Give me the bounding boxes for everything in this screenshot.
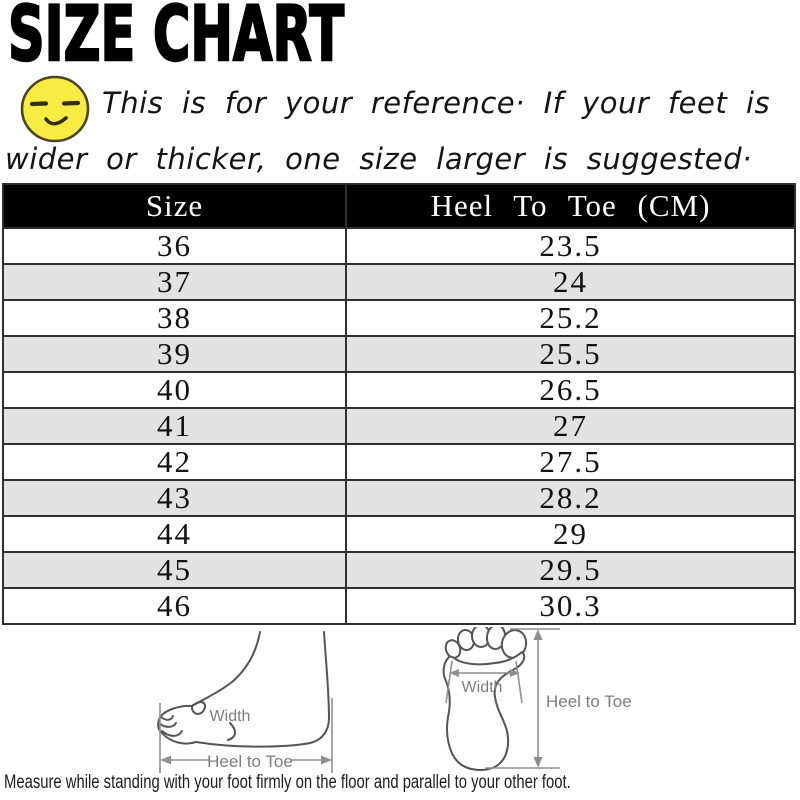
- smiley-left-eye: [29, 101, 49, 107]
- table-cell: 27.5: [345, 443, 796, 481]
- top-heel-to-toe-label: Heel to Toe: [546, 692, 632, 711]
- table-row: 39 25.5: [2, 335, 796, 373]
- table-cell: 37: [2, 263, 347, 301]
- footprint-outline: [442, 650, 526, 771]
- smiley-face-icon: [20, 75, 90, 143]
- table-cell: 46: [2, 587, 347, 625]
- table-cell: 29: [345, 515, 796, 553]
- table-cell: 36: [2, 227, 347, 265]
- side-width-label: Width: [210, 708, 251, 725]
- table-cell: 30.3: [345, 587, 796, 625]
- table-cell: 42: [2, 443, 347, 481]
- foot-toe-curl-1: [160, 715, 174, 721]
- table-row: 43 28.2: [2, 479, 796, 517]
- table-cell: 27: [345, 407, 796, 445]
- table-cell: 44: [2, 515, 347, 553]
- table-cell: 39: [2, 335, 347, 373]
- foot-toe-knuckle-loop: [190, 701, 206, 715]
- table-cell: 24: [345, 263, 796, 301]
- table-cell: 41: [2, 407, 347, 445]
- size-table-body: 36 23.5 37 24 38 25.2 39 25.5 40 26.5 41 27 42 27.5 43…: [2, 227, 796, 625]
- side-heel-to-toe-label: Heel to Toe: [207, 752, 293, 771]
- size-column-header: Size: [2, 183, 347, 229]
- table-row: 36 23.5: [2, 227, 796, 265]
- table-row: 41 27: [2, 407, 796, 445]
- table-row: 40 26.5: [2, 371, 796, 409]
- table-row: 38 25.2: [2, 299, 796, 337]
- table-row: 45 29.5: [2, 551, 796, 589]
- foot-sole: [161, 631, 330, 748]
- table-cell: 28.2: [345, 479, 796, 517]
- table-cell: 45: [2, 551, 347, 589]
- foot-side-outline: [191, 631, 261, 707]
- table-row: 37 24: [2, 263, 796, 301]
- size-table: Size Heel To Toe (CM) 36 23.5 37 24 38 25.2 39…: [2, 183, 796, 625]
- table-cell: 43: [2, 479, 347, 517]
- smiley-mouth: [44, 116, 68, 126]
- foot-side-view-diagram: Width Heel to Toe: [157, 631, 333, 773]
- table-cell: 25.5: [345, 335, 796, 373]
- width-pointer-hook: [227, 722, 236, 741]
- reference-note-line1: This is for your reference· If your feet…: [102, 86, 771, 120]
- table-cell: 40: [2, 371, 347, 409]
- reference-note-line2: wider or thicker, one size larger is sug…: [5, 142, 752, 176]
- table-cell: 23.5: [345, 227, 796, 265]
- table-row: 44 29: [2, 515, 796, 553]
- heel-to-toe-column-header: Heel To Toe (CM): [345, 183, 796, 229]
- foot-top-view-diagram: Width Heel to Toe: [442, 627, 632, 771]
- table-cell: 26.5: [345, 371, 796, 409]
- smiley-right-eye: [61, 100, 81, 106]
- table-cell: 29.5: [345, 551, 796, 589]
- measure-instruction: Measure while standing with your foot fi…: [4, 772, 571, 793]
- footprint-big-toe: [500, 629, 528, 659]
- foot-toe-curl-3: [161, 730, 183, 737]
- table-row: 42 27.5: [2, 443, 796, 481]
- top-width-label: Width: [462, 679, 503, 696]
- page-title: SIZE CHART: [7, 0, 345, 78]
- foot-toe-curl-2: [159, 722, 177, 728]
- table-cell: 25.2: [345, 299, 796, 337]
- size-table-header-row: Size Heel To Toe (CM): [2, 183, 796, 229]
- table-row: 46 30.3: [2, 587, 796, 625]
- table-cell: 38: [2, 299, 347, 337]
